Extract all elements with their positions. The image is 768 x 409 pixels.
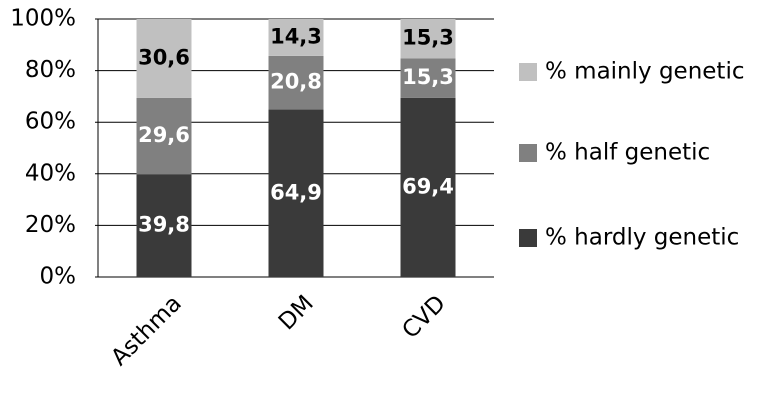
y-tick-label: 60% [25, 109, 76, 135]
data-label: 30,6 [138, 45, 190, 69]
bar-segment [136, 174, 192, 277]
data-label: 14,3 [270, 24, 322, 48]
data-label: 15,3 [402, 65, 454, 89]
legend-swatch [519, 229, 537, 247]
y-tick-label: 20% [25, 212, 76, 238]
bar-segment [268, 109, 324, 277]
y-tick-label: 0% [40, 264, 77, 290]
bar-segment [268, 55, 324, 110]
data-label: 29,6 [138, 123, 190, 147]
bar-segment [268, 19, 324, 56]
bar-segment [400, 58, 456, 98]
bar-segment [136, 97, 192, 175]
data-label: 20,8 [270, 70, 322, 94]
bar-segment [400, 97, 456, 277]
data-label: 64,9 [270, 180, 322, 204]
legend-label: % half genetic [545, 140, 710, 166]
y-tick-label: 80% [25, 57, 76, 83]
legend-label: % mainly genetic [545, 59, 744, 85]
x-tick-label: CVD [397, 290, 450, 343]
x-tick-label: Asthma [106, 290, 186, 370]
data-label: 39,8 [138, 213, 190, 237]
data-label: 15,3 [402, 26, 454, 50]
bar-segment [400, 19, 456, 59]
x-tick-label: DM [274, 290, 319, 335]
legend-label: % hardly genetic [545, 225, 739, 251]
y-tick-label: 40% [25, 160, 76, 186]
bar-segment [136, 19, 192, 98]
legend-swatch [519, 144, 537, 162]
data-label: 69,4 [402, 174, 454, 198]
y-tick-label: 100% [10, 6, 76, 32]
legend-swatch [519, 63, 537, 81]
